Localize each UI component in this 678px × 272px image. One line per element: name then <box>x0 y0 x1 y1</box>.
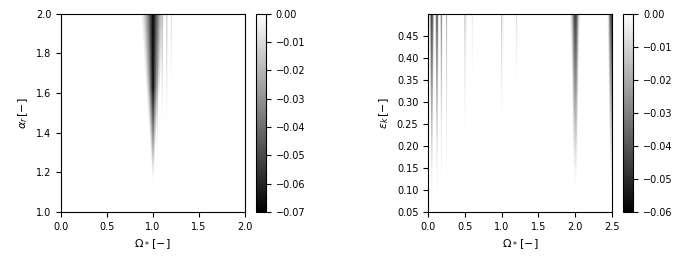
Y-axis label: $\alpha_r \, [-]$: $\alpha_r \, [-]$ <box>16 97 31 129</box>
X-axis label: $\Omega_* \, [-]$: $\Omega_* \, [-]$ <box>134 237 171 251</box>
X-axis label: $\Omega_* \, [-]$: $\Omega_* \, [-]$ <box>502 237 538 251</box>
Y-axis label: $\varepsilon_k \, [-]$: $\varepsilon_k \, [-]$ <box>378 97 391 129</box>
